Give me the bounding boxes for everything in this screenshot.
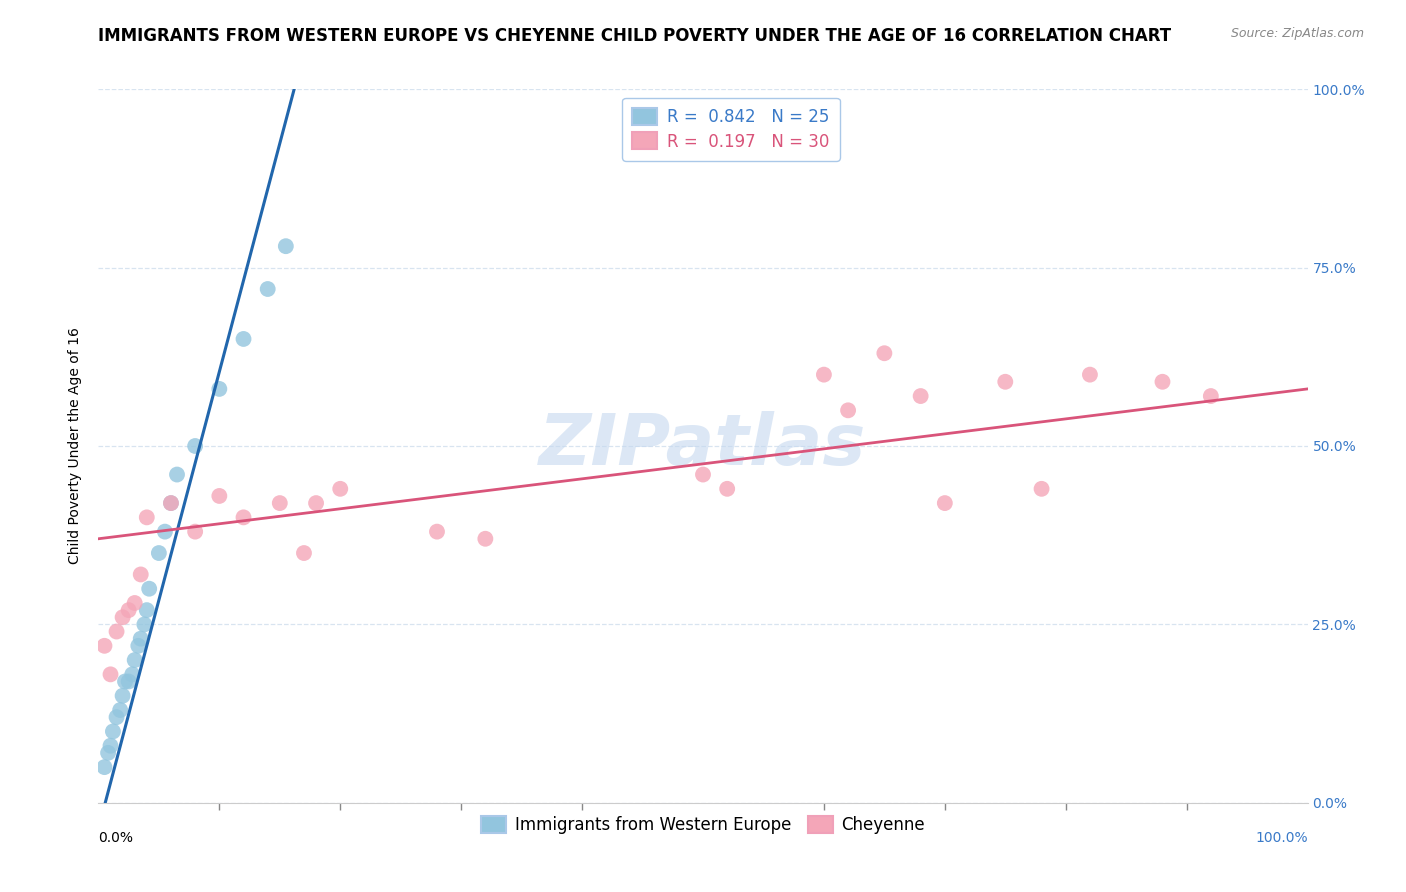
Point — [160, 496, 183, 510]
Point — [426, 524, 449, 539]
Point — [166, 467, 188, 482]
Point — [114, 674, 136, 689]
Point — [127, 639, 149, 653]
Point — [153, 524, 176, 539]
Point — [118, 603, 141, 617]
Point — [232, 332, 254, 346]
Y-axis label: Child Poverty Under the Age of 16: Child Poverty Under the Age of 16 — [69, 327, 83, 565]
Legend: Immigrants from Western Europe, Cheyenne: Immigrants from Western Europe, Cheyenne — [471, 806, 935, 845]
Point — [101, 724, 124, 739]
Point — [474, 532, 496, 546]
Point — [837, 403, 859, 417]
Point — [208, 382, 231, 396]
Point — [135, 603, 157, 617]
Point — [108, 703, 131, 717]
Point — [118, 674, 141, 689]
Point — [208, 489, 231, 503]
Point — [111, 689, 134, 703]
Point — [97, 746, 120, 760]
Text: Source: ZipAtlas.com: Source: ZipAtlas.com — [1230, 27, 1364, 40]
Point — [129, 567, 152, 582]
Point — [138, 582, 160, 596]
Point — [124, 653, 146, 667]
Point — [292, 546, 315, 560]
Point — [934, 496, 956, 510]
Point — [305, 496, 328, 510]
Point — [256, 282, 278, 296]
Point — [124, 596, 146, 610]
Point — [93, 639, 115, 653]
Text: ZIPatlas: ZIPatlas — [540, 411, 866, 481]
Point — [329, 482, 352, 496]
Point — [274, 239, 297, 253]
Point — [93, 760, 115, 774]
Point — [111, 610, 134, 624]
Point — [232, 510, 254, 524]
Point — [129, 632, 152, 646]
Text: 100.0%: 100.0% — [1256, 831, 1308, 846]
Point — [184, 524, 207, 539]
Point — [135, 510, 157, 524]
Point — [692, 467, 714, 482]
Point — [873, 346, 896, 360]
Point — [269, 496, 291, 510]
Point — [994, 375, 1017, 389]
Point — [1031, 482, 1053, 496]
Point — [105, 710, 128, 724]
Point — [105, 624, 128, 639]
Point — [100, 739, 122, 753]
Point — [1199, 389, 1222, 403]
Text: 0.0%: 0.0% — [98, 831, 134, 846]
Point — [1078, 368, 1101, 382]
Point — [910, 389, 932, 403]
Point — [1152, 375, 1174, 389]
Point — [813, 368, 835, 382]
Point — [134, 617, 156, 632]
Text: IMMIGRANTS FROM WESTERN EUROPE VS CHEYENNE CHILD POVERTY UNDER THE AGE OF 16 COR: IMMIGRANTS FROM WESTERN EUROPE VS CHEYEN… — [98, 27, 1171, 45]
Point — [716, 482, 738, 496]
Point — [121, 667, 143, 681]
Point — [148, 546, 170, 560]
Point — [100, 667, 122, 681]
Point — [160, 496, 183, 510]
Point — [184, 439, 207, 453]
